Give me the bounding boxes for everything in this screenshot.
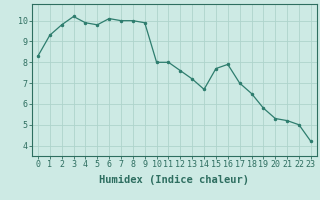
X-axis label: Humidex (Indice chaleur): Humidex (Indice chaleur) xyxy=(100,175,249,185)
